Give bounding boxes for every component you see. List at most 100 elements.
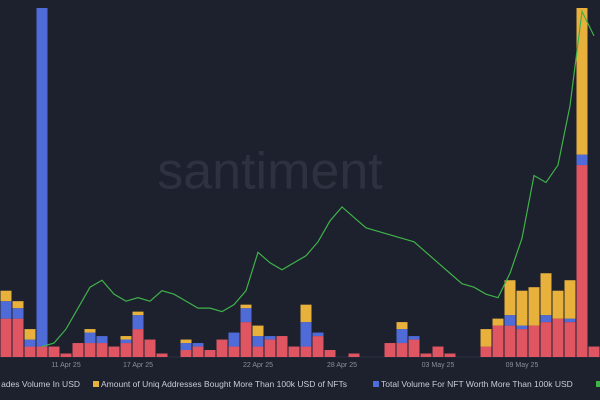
bar-segment (240, 322, 252, 357)
bar-segment (36, 8, 48, 347)
bar-segment (348, 353, 360, 357)
bar-segment (24, 329, 36, 340)
bar-segment (576, 165, 588, 357)
bar-segment (24, 346, 36, 357)
bar-segment (252, 325, 264, 337)
bar-segment (528, 325, 540, 357)
bar-segment (192, 343, 204, 347)
bar-segment (0, 318, 12, 357)
bar-segment (300, 346, 312, 357)
bar-segment (300, 322, 312, 347)
bar-segment (312, 336, 324, 357)
bar-segment (0, 301, 12, 319)
legend-label: Amount of Uniq Addresses Bought More Tha… (101, 379, 347, 389)
bar-segment (564, 318, 576, 323)
bar-segment (36, 346, 48, 357)
bar-segment (516, 329, 528, 357)
bar-segment (60, 353, 72, 357)
bar-segment (228, 332, 240, 347)
bar-segment (564, 322, 576, 357)
bar-segment (504, 315, 516, 326)
bar-segment (276, 336, 288, 357)
line (41, 9, 595, 348)
bar-segment (396, 343, 408, 357)
bar-segment (408, 336, 420, 340)
x-tick-label: 17 Apr 25 (123, 362, 153, 369)
bar-segment (504, 280, 516, 316)
bar-segment (420, 353, 432, 357)
bar-segment (12, 318, 24, 357)
bar-segment (396, 322, 408, 330)
bar-segment (432, 346, 444, 357)
bar-segment (300, 304, 312, 323)
bar-segment (492, 318, 504, 326)
bar-segment (576, 8, 588, 155)
bar-segment (516, 325, 528, 330)
bar-segment (552, 318, 564, 357)
bar-segment (480, 329, 492, 347)
bar-segment (96, 343, 108, 357)
bar-segment (324, 350, 336, 357)
bar-segment (132, 329, 144, 357)
bar-segment (144, 339, 156, 357)
bar-segment (12, 308, 24, 319)
bar-segment (132, 315, 144, 330)
bar-segment (480, 346, 492, 357)
legend-marker (93, 381, 99, 387)
watermark: santiment (157, 143, 383, 201)
bar-segment (24, 339, 36, 347)
bar-segment (156, 353, 168, 357)
bar-segment (252, 346, 264, 357)
bar-segment (384, 343, 396, 357)
x-tick-label: 28 Apr 25 (327, 362, 357, 369)
legend-marker (373, 381, 379, 387)
bar-segment (540, 315, 552, 323)
bar-segment (228, 346, 240, 357)
bar-segment (564, 280, 576, 319)
bar-segment (528, 287, 540, 326)
bar-segment (120, 336, 132, 340)
bar-segment (84, 329, 96, 333)
bar-segment (312, 332, 324, 337)
bar-segment (408, 339, 420, 357)
bar-segment (108, 346, 120, 357)
bar-segment (84, 332, 96, 344)
x-tick-label: 11 Apr 25 (51, 362, 81, 369)
bar-segment (180, 343, 192, 351)
bar-segment (516, 290, 528, 326)
x-tick-label: 09 May 25 (506, 362, 539, 369)
bar-segment (120, 339, 132, 344)
bar-segment (84, 343, 96, 357)
bar-segment (216, 339, 228, 357)
bar-segment (0, 290, 12, 302)
bar-segment (96, 336, 108, 344)
bar-segment (72, 343, 84, 357)
bar-segment (588, 346, 600, 357)
bar-segment (180, 350, 192, 357)
bar-segment (120, 343, 132, 357)
bar-segment (240, 308, 252, 323)
bar-segment (204, 350, 216, 357)
bar-segment (552, 290, 564, 319)
bar-segment (444, 353, 456, 357)
bar-segment (252, 336, 264, 347)
bar-segment (540, 322, 552, 357)
legend-label: Total Volume For NFT Worth More Than 100… (381, 379, 573, 389)
x-tick-label: 03 May 25 (422, 362, 455, 369)
bar-segment (492, 325, 504, 357)
legend-marker (596, 381, 600, 387)
bar-segment (180, 339, 192, 344)
bar-segment (504, 325, 516, 357)
bar-segment (540, 273, 552, 316)
bar-segment (264, 336, 276, 340)
legend-label: ades Volume In USD (1, 379, 80, 389)
bar-segment (240, 304, 252, 309)
bar-segment (576, 154, 588, 166)
bar-segment (192, 346, 204, 357)
bar-segment (48, 346, 60, 357)
bar-segment (264, 339, 276, 357)
bar-segment (396, 329, 408, 344)
bar-segment (288, 346, 300, 357)
x-tick-label: 22 Apr 25 (243, 362, 273, 369)
